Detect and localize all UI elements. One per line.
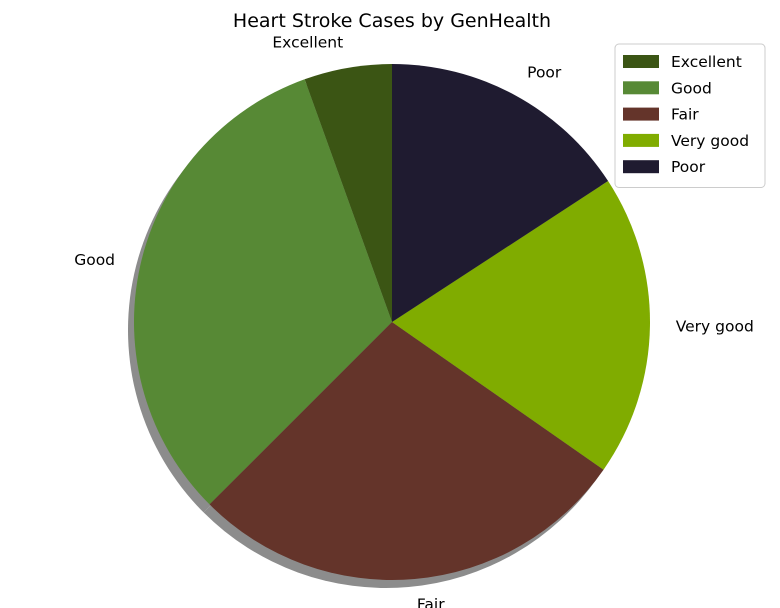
pie-slices	[134, 64, 651, 580]
legend-label-very-good: Very good	[671, 132, 749, 150]
slice-labels: Excellent Good Fair Very good Poor	[74, 33, 754, 608]
slice-poor	[392, 64, 609, 322]
slice-good	[134, 79, 392, 505]
slice-label-fair: Fair	[417, 596, 445, 608]
legend-label-excellent: Excellent	[671, 53, 742, 71]
legend-swatch-poor	[623, 160, 659, 174]
legend-swatch-very-good	[623, 133, 659, 147]
slice-label-excellent: Excellent	[272, 33, 343, 51]
legend-label-good: Good	[671, 79, 712, 97]
slice-label-very-good: Very good	[676, 317, 754, 335]
legend-label-poor: Poor	[671, 158, 706, 176]
slice-fair	[209, 322, 604, 580]
legend: Excellent Good Fair Very good Poor	[614, 43, 766, 188]
slice-label-good: Good	[74, 251, 115, 269]
legend-label-fair: Fair	[671, 106, 699, 124]
slice-label-poor: Poor	[527, 63, 562, 81]
legend-swatch-good	[623, 81, 659, 95]
chart-title: Heart Stroke Cases by GenHealth	[233, 10, 551, 32]
slice-excellent	[304, 64, 392, 322]
legend-swatch-fair	[623, 107, 659, 121]
legend-swatch-excellent	[623, 55, 659, 68]
slice-very-good	[392, 181, 651, 470]
legend-box	[614, 43, 766, 188]
